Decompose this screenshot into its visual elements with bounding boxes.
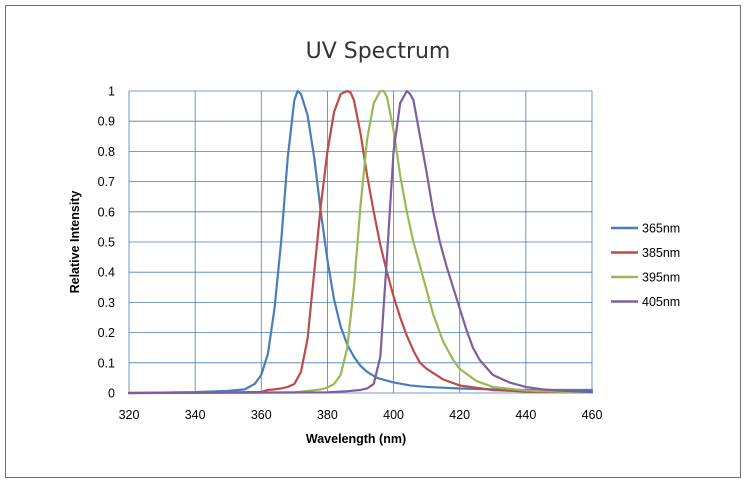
x-tick-label: 340 [185, 408, 206, 422]
chart-title: UV Spectrum [306, 39, 451, 64]
y-tick-label: 0.5 [98, 236, 115, 250]
x-axis-ticks: 320 340 360 380 400 420 440 460 [119, 408, 603, 422]
x-tick-label: 460 [582, 408, 603, 422]
series-lines [127, 89, 594, 395]
y-tick-label: 0.6 [98, 205, 115, 219]
x-tick-label: 440 [515, 408, 536, 422]
legend: 365nm 385nm 395nm 405nm [611, 222, 680, 309]
x-tick-label: 420 [449, 408, 470, 422]
y-tick-label: 0.8 [98, 145, 115, 159]
legend-entry: 365nm [642, 222, 680, 236]
series-line-395nm [127, 89, 594, 395]
legend-entry: 385nm [642, 246, 680, 260]
x-axis-label: Wavelength (nm) [306, 432, 406, 446]
y-tick-label: 0.1 [98, 356, 115, 370]
legend-entry: 405nm [642, 295, 680, 309]
y-axis-ticks: 0 0.1 0.2 0.3 0.4 0.5 0.6 0.7 0.8 0.9 1 [98, 85, 115, 401]
y-tick-label: 1 [108, 85, 115, 99]
y-tick-label: 0.3 [98, 296, 115, 310]
chart-frame [5, 5, 741, 478]
x-tick-label: 380 [317, 408, 338, 422]
y-axis-label: Relative Intensity [68, 191, 82, 294]
series-line-385nm [127, 89, 594, 395]
grid [128, 90, 593, 394]
y-tick-label: 0.9 [98, 115, 115, 129]
y-tick-label: 0 [108, 387, 115, 401]
series-line-365nm [127, 89, 594, 395]
y-tick-label: 0.7 [98, 175, 115, 189]
y-tick-label: 0.4 [98, 266, 115, 280]
x-tick-label: 320 [119, 408, 140, 422]
x-tick-label: 400 [383, 408, 404, 422]
y-tick-label: 0.2 [98, 326, 115, 340]
legend-entry: 395nm [642, 271, 680, 285]
series-line-405nm [127, 89, 594, 395]
x-tick-label: 360 [251, 408, 272, 422]
